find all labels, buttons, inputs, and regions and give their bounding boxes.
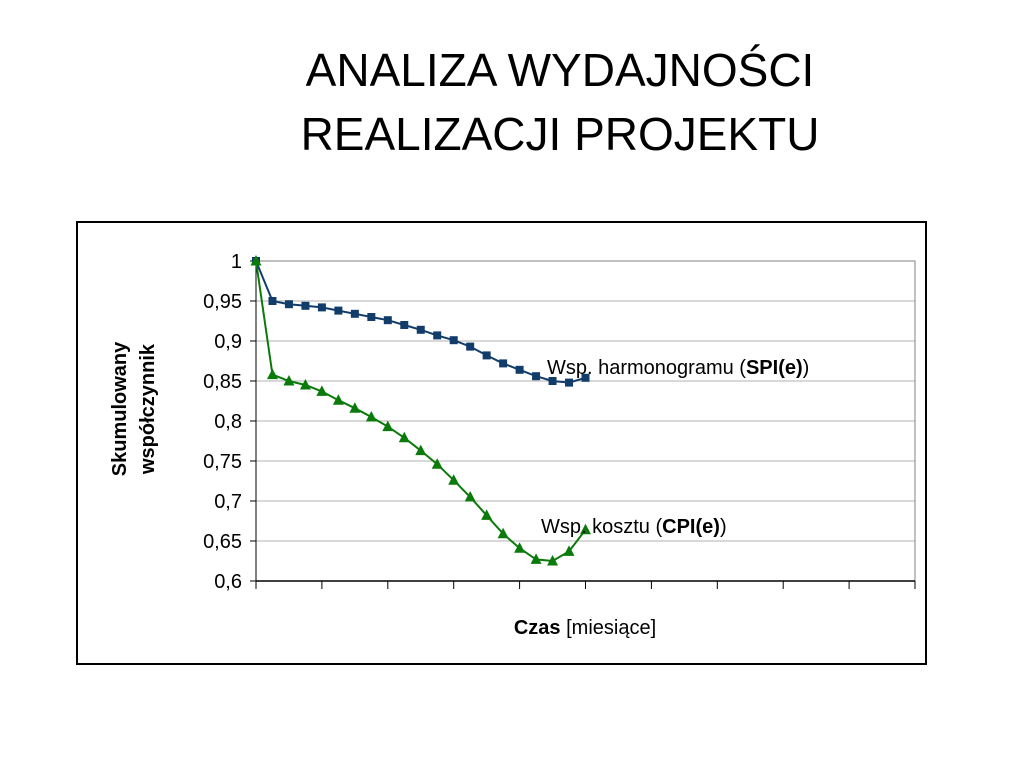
y-tick-label: 0,7 <box>214 491 242 513</box>
data-point <box>365 411 377 422</box>
data-point <box>532 372 541 381</box>
data-point <box>367 313 376 321</box>
y-axis-title-line1: Skumulowany <box>109 341 131 476</box>
series-cpi <box>250 255 591 566</box>
title-line-2: REALIZACJI PROJEKTU <box>300 108 820 160</box>
y-tick-label: 0,65 <box>203 531 242 553</box>
title-line-1: ANALIZA WYDAJNOŚCI <box>305 44 815 96</box>
y-tick-label: 0,8 <box>214 411 242 433</box>
data-point <box>400 321 409 329</box>
data-point <box>449 336 458 345</box>
data-point <box>334 306 343 315</box>
series-spi <box>252 257 590 387</box>
data-point <box>515 365 524 374</box>
data-point <box>283 375 295 386</box>
y-axis-title-line2: współczynnik <box>137 343 159 475</box>
chart-frame: 0,6 0,65 0,7 0,75 0,8 0,85 0,9 0,95 1 Skumulowan… <box>76 221 927 665</box>
y-tick-label: 1 <box>231 251 242 273</box>
data-point <box>266 368 278 380</box>
data-point <box>301 301 310 310</box>
data-point <box>565 378 574 387</box>
x-axis-title-bold: Czas <box>514 617 561 639</box>
y-tick-label: 0,6 <box>214 571 242 593</box>
y-axis-title-2: współczynnik <box>137 343 159 475</box>
series-label-cpi: Wsp. kosztu (CPI(e)) <box>541 516 727 538</box>
data-point <box>284 300 293 309</box>
series-label-spi: Wsp. harmonogramu (SPI(e)) <box>547 357 809 379</box>
slide-title: ANALIZA WYDAJNOŚCI REALIZACJI PROJEKTU <box>150 38 970 166</box>
data-point <box>383 316 392 325</box>
data-point <box>499 359 508 368</box>
data-point <box>563 545 575 556</box>
data-point <box>415 444 427 456</box>
x-axis-title-rest: [miesiące] <box>561 617 657 639</box>
data-point <box>580 523 591 535</box>
data-point <box>382 420 394 432</box>
data-point <box>316 385 328 396</box>
y-tick-label: 0,95 <box>203 291 242 313</box>
y-tick-label: 0,75 <box>203 451 242 473</box>
series-line <box>255 260 586 384</box>
y-tick-label: 0,85 <box>203 371 242 393</box>
data-point <box>581 373 590 382</box>
data-point <box>548 377 557 385</box>
data-point <box>466 342 475 351</box>
data-point <box>497 527 509 539</box>
data-point <box>448 474 460 485</box>
data-point <box>431 458 443 469</box>
data-point <box>398 431 410 443</box>
y-tick-label: 0,9 <box>214 331 242 353</box>
x-axis-ticks <box>255 580 916 589</box>
data-point <box>317 303 326 312</box>
data-point <box>268 297 277 305</box>
line-chart: 0,6 0,65 0,7 0,75 0,8 0,85 0,9 0,95 1 Skumulowan… <box>109 251 916 639</box>
data-point <box>332 394 344 405</box>
y-axis-ticks: 0,6 0,65 0,7 0,75 0,8 0,85 0,9 0,95 1 <box>203 251 257 593</box>
data-point <box>416 325 425 334</box>
y-axis-title: Skumulowany <box>109 341 131 476</box>
data-point <box>299 379 311 390</box>
data-point <box>464 491 476 502</box>
gridlines <box>256 300 915 542</box>
data-point <box>482 351 491 360</box>
series-group <box>250 255 591 566</box>
data-point <box>481 509 493 520</box>
x-axis-title: Czas [miesiące] <box>514 617 656 639</box>
data-point <box>514 542 526 553</box>
data-point <box>530 553 542 564</box>
data-point <box>350 309 359 318</box>
data-point <box>547 555 559 566</box>
data-point <box>433 331 442 340</box>
data-point <box>349 402 361 413</box>
data-point <box>250 255 262 266</box>
